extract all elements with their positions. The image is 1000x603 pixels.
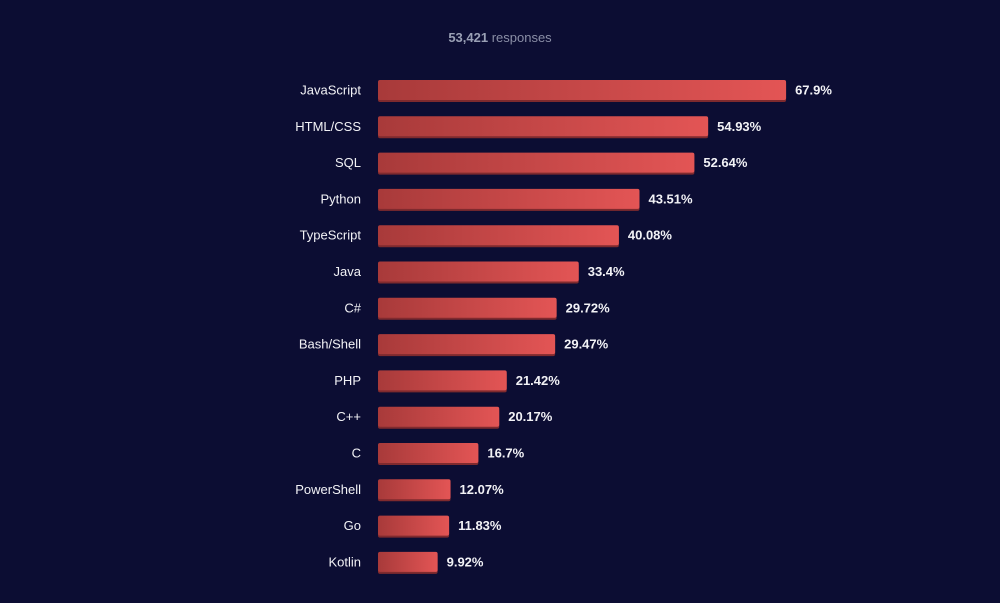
bar-row-java: Java 33.4% — [334, 261, 625, 284]
bar-row-go: Go 11.83% — [344, 515, 502, 538]
bar-row-typescript: TypeScript 40.08% — [300, 225, 673, 248]
bar-javascript — [378, 80, 787, 100]
bar-cplusplus — [378, 406, 500, 427]
value-label-sql: 52.64% — [703, 155, 748, 170]
response-count-suffix: responses — [491, 30, 552, 45]
bar-row-sql: SQL 52.64% — [335, 152, 748, 175]
bar-php — [378, 370, 507, 391]
category-label-powershell: PowerShell — [295, 482, 361, 497]
category-label-typescript: TypeScript — [300, 228, 362, 243]
bar-csharp — [378, 297, 557, 318]
bar-bash-shell — [378, 334, 556, 355]
bar-row-csharp: C# 29.72% — [344, 297, 611, 320]
category-label-javascript: JavaScript — [300, 83, 361, 98]
category-label-bash-shell: Bash/Shell — [299, 337, 361, 352]
value-label-kotlin: 9.92% — [447, 554, 484, 569]
value-label-powershell: 12.07% — [460, 482, 505, 497]
category-label-php: PHP — [334, 373, 361, 388]
bar-row-javascript: JavaScript 67.9% — [300, 80, 832, 102]
bar-row-python: Python 43.51% — [321, 188, 693, 211]
category-label-csharp: C# — [344, 300, 361, 315]
value-label-html-css: 54.93% — [717, 119, 762, 134]
bar-html-css — [378, 116, 709, 137]
bar-row-cplusplus: C++ 20.17% — [336, 406, 553, 429]
value-label-java: 33.4% — [588, 264, 625, 279]
value-label-c: 16.7% — [487, 446, 524, 461]
value-label-csharp: 29.72% — [566, 300, 611, 315]
bar-typescript — [378, 225, 619, 246]
response-count-number: 53,421 — [448, 30, 489, 45]
bar-row-powershell: PowerShell 12.07% — [295, 479, 505, 502]
bar-row-html-css: HTML/CSS 54.93% — [295, 116, 762, 139]
value-label-bash-shell: 29.47% — [564, 337, 609, 352]
category-label-python: Python — [321, 191, 361, 206]
bar-row-php: PHP 21.42% — [334, 370, 561, 393]
value-label-typescript: 40.08% — [628, 228, 673, 243]
bar-c — [378, 443, 479, 463]
bar-java — [378, 261, 579, 282]
value-label-php: 21.42% — [516, 373, 561, 388]
bar-powershell — [378, 479, 451, 500]
value-label-python: 43.51% — [648, 191, 693, 206]
category-label-kotlin: Kotlin — [328, 554, 361, 569]
category-label-c: C — [352, 446, 361, 461]
bar-row-kotlin: Kotlin 9.92% — [328, 551, 484, 574]
value-label-cplusplus: 20.17% — [508, 409, 553, 424]
category-label-java: Java — [334, 264, 362, 279]
bar-row-bash-shell: Bash/Shell 29.47% — [299, 334, 609, 357]
category-label-sql: SQL — [335, 155, 361, 170]
bar-row-c: C 16.7% — [352, 443, 525, 465]
bar-sql — [378, 152, 695, 173]
value-label-javascript: 67.9% — [795, 83, 832, 98]
value-label-go: 11.83% — [458, 518, 502, 533]
response-count: 53,421 responses — [0, 30, 1000, 45]
category-label-html-css: HTML/CSS — [295, 119, 361, 134]
bar-go — [378, 515, 450, 536]
bar-kotlin — [378, 551, 438, 572]
category-label-cplusplus: C++ — [336, 409, 361, 424]
bar-python — [378, 188, 640, 209]
category-label-go: Go — [344, 518, 361, 533]
